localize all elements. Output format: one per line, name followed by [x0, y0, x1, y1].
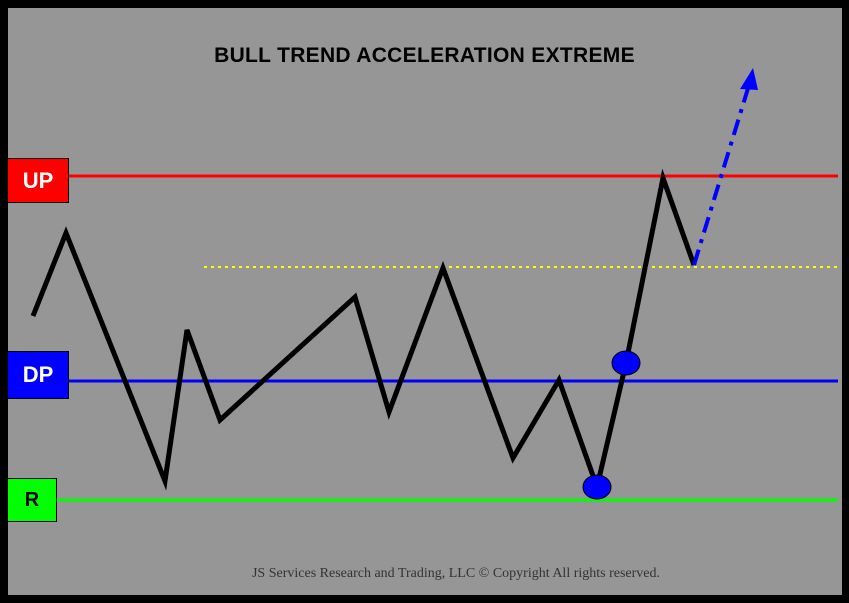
breakout-marker-r [582, 474, 612, 500]
dp-level-label: DP [7, 351, 69, 399]
price-path [30, 168, 697, 496]
r-level-label: R [7, 478, 57, 522]
chart-panel [8, 8, 842, 595]
projection-arrow-head [740, 68, 758, 90]
diagram-title: BULL TREND ACCELERATION EXTREME [214, 44, 635, 67]
up-level-label: UP [7, 158, 69, 203]
copyright-notice: JS Services Research and Trading, LLC © … [251, 566, 661, 581]
breakout-marker-dp [611, 350, 641, 376]
projection-arrow-shaft [692, 84, 751, 266]
